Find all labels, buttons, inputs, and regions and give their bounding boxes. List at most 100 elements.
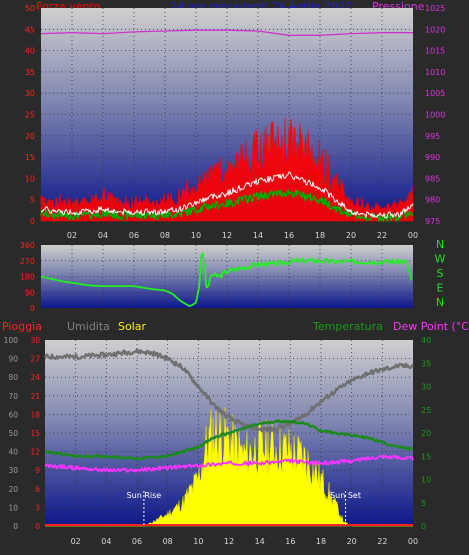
rain-tick-label: 12 [30,448,40,457]
compass-label: E [437,282,444,295]
compass-label: N [436,238,444,251]
humidity-tick-label: 40 [8,448,18,457]
temperature-tick-label: 15 [421,452,431,461]
wind-x-tick-label: 16 [284,231,294,240]
humidity-tick-label: 70 [8,392,18,401]
rain-tick-label: 15 [30,429,40,438]
rain-tick-label: 24 [30,373,40,382]
wind-x-tick-label: 06 [129,231,139,240]
temp-x-tick-label: 12 [224,537,234,546]
temperature-line [44,419,414,461]
temp-x-tick-label: 18 [316,537,326,546]
pressure-tick-label: 985 [425,174,440,183]
pressure-tick-label: 1010 [425,68,445,77]
temp-x-tick-label: 14 [255,537,265,546]
direction-tick-label: 360 [20,241,35,250]
pressure-tick-label: 1005 [425,89,445,98]
compass-label: N [436,296,444,309]
humidity-tick-label: 100 [4,336,19,345]
temp-x-tick-label: 00 [408,537,418,546]
compass-label: W [435,253,446,266]
wind-x-tick-label: 18 [315,231,325,240]
humidity-tick-label: 10 [8,503,18,512]
pressure-tick-label: 1015 [425,47,445,56]
wind-x-tick-label: 02 [67,231,77,240]
wind-x-tick-label: 00 [408,231,418,240]
direction-tick-label: 90 [25,288,35,297]
humidity-tick-label: 60 [8,410,18,419]
temp-x-tick-label: 06 [132,537,142,546]
temp-x-tick-label: 02 [71,537,81,546]
temperature-tick-label: 25 [421,406,431,415]
pressure-line [40,29,413,36]
wind-tick-label: 45 [25,25,35,34]
rain-tick-label: 21 [30,392,40,401]
temperature-tick-label: 20 [421,429,431,438]
wind-x-tick-label: 04 [98,231,108,240]
rain-tick-label: 18 [30,410,40,419]
temp-x-tick-label: 10 [193,537,203,546]
wind-tick-label: 10 [25,174,35,183]
temperature-tick-label: 35 [421,359,431,368]
wind-tick-label: 30 [25,89,35,98]
pressure-tick-label: 975 [425,217,440,226]
wind-tick-label: 35 [25,68,35,77]
temperature-tick-label: 10 [421,476,431,485]
wind-x-tick-label: 20 [346,231,356,240]
wind-x-tick-label: 14 [253,231,263,240]
humidity-tick-label: 0 [13,522,18,531]
wind-x-tick-label: 12 [222,231,232,240]
rain-tick-label: 3 [35,503,40,512]
wind-tick-label: 20 [25,132,35,141]
pressure-tick-label: 990 [425,153,440,162]
rain-tick-label: 27 [30,355,40,364]
sunset-label: Sun Set [330,491,361,500]
temperature-tick-label: 0 [421,522,426,531]
pressure-tick-label: 1000 [425,111,445,120]
pressure-tick-label: 1020 [425,25,445,34]
humidity-tick-label: 90 [8,355,18,364]
compass-label: S [437,267,444,280]
dewpoint-line [44,454,414,473]
humidity-axis-label: Umidita [67,320,110,333]
rain-tick-label: 6 [35,485,40,494]
humidity-tick-label: 50 [8,429,18,438]
pressure-tick-label: 995 [425,132,440,141]
pressure-tick-label: 980 [425,196,440,205]
temperature-axis-label: Temperatura [313,320,383,333]
wind-average-line [40,171,414,219]
wind-tick-label: 40 [25,47,35,56]
temp-x-tick-label: 22 [377,537,387,546]
temperature-tick-label: 40 [421,336,431,345]
pressure-tick-label: 1025 [425,4,445,13]
wind-gust-area [40,117,414,222]
sunrise-label: Sun Rise [127,491,162,500]
rain-axis-label: Pioggia [2,320,42,333]
direction-tick-label: 0 [30,304,35,313]
rain-tick-label: 0 [35,522,40,531]
rain-tick-label: 30 [30,336,40,345]
temp-x-tick-label: 20 [347,537,357,546]
wind-tick-label: 5 [30,196,35,205]
temp-x-tick-label: 08 [163,537,173,546]
solar-axis-label: Solar [118,320,147,333]
wind-direction-line [40,252,413,307]
wind-tick-label: 50 [25,4,35,13]
humidity-tick-label: 30 [8,466,18,475]
wind-x-tick-label: 08 [160,231,170,240]
rain-tick-label: 9 [35,466,40,475]
humidity-tick-label: 20 [8,485,18,494]
wind-tick-label: 15 [25,153,35,162]
wind-tick-label: 25 [25,111,35,120]
humidity-line [43,348,414,433]
dewpoint-axis-label: Dew Point (°C) [393,320,469,333]
direction-tick-label: 180 [20,273,35,282]
temp-x-tick-label: 16 [285,537,295,546]
wind-x-tick-label: 22 [377,231,387,240]
temp-x-tick-label: 04 [101,537,111,546]
direction-tick-label: 270 [20,257,35,266]
humidity-tick-label: 80 [8,373,18,382]
wind-tick-label: 0 [30,217,35,226]
